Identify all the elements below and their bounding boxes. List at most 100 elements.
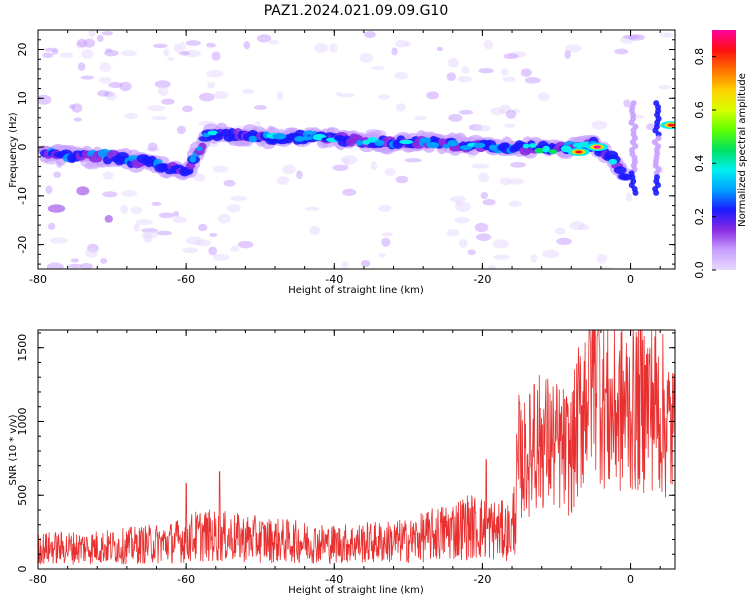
- spectrogram-cell: [658, 84, 673, 90]
- spectrogram-cell: [591, 120, 608, 130]
- spectrogram-cell: [101, 31, 114, 36]
- spectrogram-cell: [130, 207, 143, 214]
- spectrogram-cell: [46, 262, 64, 269]
- spectrogram-cell: [447, 57, 459, 68]
- spectrogram-cell: [395, 39, 408, 48]
- spectrogram-cell: [223, 179, 236, 187]
- spectrogram-cell: [524, 77, 541, 84]
- spectrogram-cell: [254, 105, 267, 110]
- spectrogram-cell: [599, 266, 612, 269]
- spectrogram-cell: [632, 189, 639, 196]
- spectrogram-cell: [194, 239, 212, 247]
- colorbar-gradient: [712, 30, 736, 270]
- snr-series-line: [38, 330, 675, 565]
- spectrogram-cell: [480, 191, 489, 200]
- spectrogram-cell: [147, 142, 158, 152]
- spectrogram-cell: [542, 249, 560, 259]
- colorbar-tick-label: 0.2: [693, 208, 706, 226]
- spectrogram-cell: [520, 68, 532, 77]
- spectrogram-cell: [163, 48, 170, 57]
- spectrogram-cell: [364, 31, 376, 39]
- spectrogram-cell: [374, 139, 385, 147]
- spectrogram-cell: [625, 192, 633, 202]
- spectrogram-cell: [332, 164, 349, 171]
- spectrogram-cell: [102, 171, 114, 180]
- spectrogram-cell: [124, 113, 139, 120]
- spectrogram-cell: [554, 227, 566, 235]
- spectrogram-cell: [230, 245, 240, 252]
- spectrogram-cell: [51, 49, 59, 55]
- spec-ytick-label: -10: [16, 187, 29, 205]
- spectrogram-cell: [158, 212, 175, 219]
- spectrogram-cell: [399, 139, 413, 145]
- spectrogram-cell: [446, 72, 457, 82]
- spectrogram-cell: [230, 195, 248, 201]
- spectrogram-cell: [305, 206, 320, 211]
- snr-panel: -80 -60 -40 -20 0 0 500 1000 1500 Height of stra…: [8, 329, 676, 596]
- spectrogram-cell: [488, 144, 497, 151]
- spectrogram-cell: [378, 94, 390, 100]
- spectrogram-cell: [620, 173, 632, 181]
- spectrogram-cell: [212, 165, 229, 173]
- spectrogram-cell: [504, 123, 516, 128]
- colorbar-label: Normalized spectral amplitude: [737, 73, 748, 227]
- spec-xtick-label: -80: [29, 273, 47, 286]
- spectrogram-cell: [133, 223, 140, 232]
- spectrogram-cell: [47, 204, 66, 213]
- spec-ytick-label: -20: [16, 236, 29, 254]
- spectrogram-cell: [381, 237, 391, 247]
- spec-xtick-label: 0: [627, 273, 634, 286]
- spectrogram-cell: [339, 93, 356, 98]
- snr-xtick-label: -40: [325, 573, 343, 586]
- spectrogram-cell: [71, 103, 83, 113]
- spectrogram-cell: [370, 161, 378, 171]
- spectrogram-cell: [635, 114, 644, 119]
- spectrogram-cell: [436, 46, 443, 52]
- spectrogram-cell: [608, 158, 618, 165]
- snr-xtick-label: -60: [177, 573, 195, 586]
- spec-ytick-label: 10: [16, 91, 29, 105]
- spectrogram-cell: [158, 86, 169, 96]
- spectrogram-cell: [623, 99, 631, 108]
- spectrogram-cell: [391, 47, 398, 56]
- spectrogram-cell: [282, 164, 296, 175]
- spectrogram-cell: [179, 41, 186, 51]
- spectrogram-cell: [80, 75, 95, 80]
- spectrogram-cell: [503, 53, 519, 60]
- spec-xtick-label: -40: [325, 273, 343, 286]
- spectrogram-cell: [394, 71, 409, 80]
- spectrogram-cell: [556, 237, 572, 245]
- spectrogram-cell: [414, 116, 427, 121]
- spectrogram-cell: [474, 222, 489, 233]
- spectrogram-cell: [276, 91, 284, 101]
- spectrogram-cell: [596, 253, 608, 264]
- spectrogram-cell: [108, 81, 123, 89]
- spectrogram-cell: [178, 50, 190, 56]
- snr-ytick-label: 0: [16, 566, 29, 573]
- spectrogram-cell: [141, 230, 158, 239]
- spectrogram-cell: [197, 223, 208, 232]
- spectrogram-cell: [256, 34, 272, 43]
- spectrogram-cell: [211, 51, 221, 61]
- spectrogram-cell: [542, 145, 550, 153]
- spectrogram-cell: [272, 133, 287, 140]
- spectrogram-cell: [342, 188, 357, 196]
- spectrogram-cell: [613, 166, 627, 175]
- spectrogram-cell: [42, 52, 54, 59]
- spectrogram-cell: [193, 173, 206, 182]
- spectrogram-cell: [475, 123, 483, 132]
- spectrogram-cell: [119, 81, 132, 92]
- spectrogram-cell: [73, 117, 82, 122]
- snr-ytick-label: 1500: [16, 334, 29, 362]
- spectrogram-cell: [198, 92, 215, 102]
- snr-xtick-label: -80: [29, 573, 47, 586]
- spectrogram-cell: [84, 247, 98, 258]
- spectrogram-cell: [448, 113, 463, 122]
- spectrogram-cell: [381, 232, 394, 237]
- spectrogram-cell: [493, 254, 510, 260]
- spectrogram-cell: [667, 123, 675, 127]
- spectrogram-cell: [483, 39, 494, 50]
- spectrogram-cell: [395, 175, 409, 184]
- spectrogram-cell: [614, 48, 629, 55]
